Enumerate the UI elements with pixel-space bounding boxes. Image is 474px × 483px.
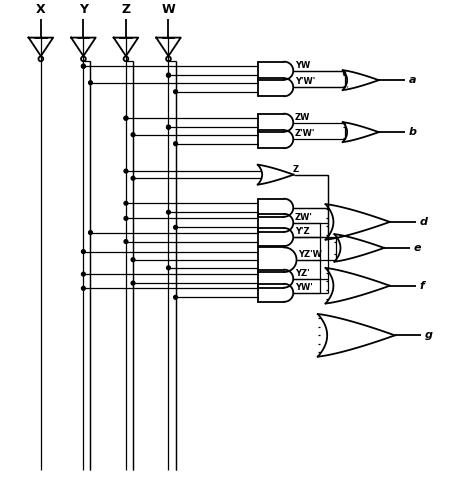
Text: d: d [419,217,428,227]
Circle shape [82,64,85,68]
Circle shape [124,216,128,220]
Circle shape [166,125,170,129]
Text: Z: Z [121,3,130,16]
Circle shape [166,73,170,77]
Circle shape [166,73,170,77]
Circle shape [131,133,135,137]
Circle shape [173,142,177,145]
Circle shape [124,169,128,173]
Circle shape [131,258,135,262]
Circle shape [131,281,135,285]
Circle shape [82,64,85,68]
Text: ZW': ZW' [295,213,312,222]
Text: a: a [409,75,416,85]
Text: Y: Y [79,3,88,16]
Text: YW: YW [295,61,310,70]
Circle shape [89,231,92,234]
Text: W: W [162,3,175,16]
Text: ZW: ZW [295,113,310,122]
Circle shape [166,210,170,214]
Circle shape [124,116,128,120]
Circle shape [166,125,170,129]
Text: YW': YW' [295,283,312,292]
Text: b: b [409,127,417,137]
Circle shape [124,116,128,120]
Text: Y'W': Y'W' [295,77,315,86]
Text: Y'Z: Y'Z [295,227,309,236]
Circle shape [124,201,128,205]
Circle shape [131,176,135,180]
Circle shape [124,240,128,243]
Circle shape [173,90,177,94]
Circle shape [82,272,85,276]
Circle shape [89,81,92,85]
Text: YZ'W: YZ'W [298,250,322,259]
Text: YZ': YZ' [295,269,309,278]
Circle shape [82,286,85,290]
Circle shape [166,266,170,270]
Text: Z'W': Z'W' [295,129,315,138]
Text: g: g [425,330,433,341]
Text: X: X [36,3,46,16]
Circle shape [173,226,177,229]
Text: Z: Z [292,165,299,174]
Text: e: e [414,243,421,253]
Circle shape [173,296,177,299]
Text: f: f [419,281,424,291]
Circle shape [82,250,85,254]
